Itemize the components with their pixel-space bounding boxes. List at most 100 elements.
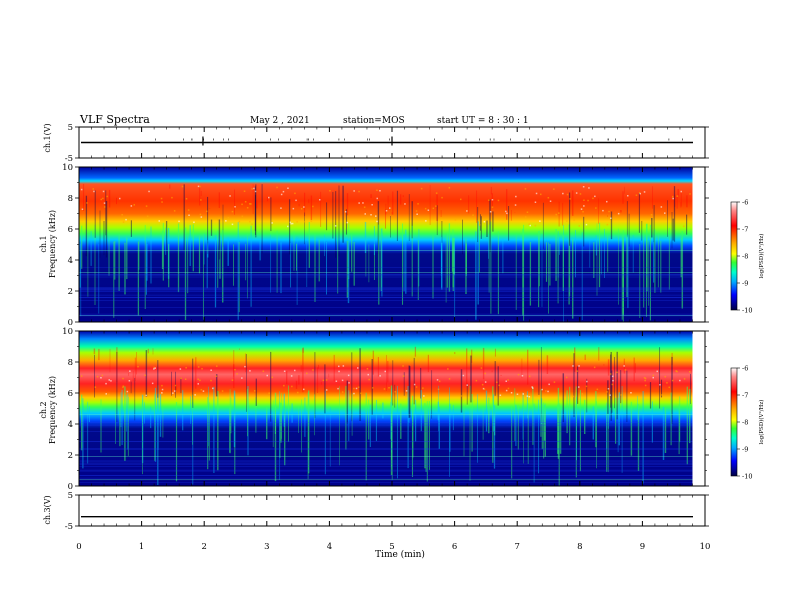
spectral-speckle (105, 393, 107, 395)
spectral-speckle (541, 388, 543, 391)
spectral-speckle (660, 206, 663, 208)
ch2-spectrogram-ylabel-frequency: Frequency (kHz) (48, 376, 57, 444)
spectral-speckle (310, 220, 313, 222)
spectral-speckle (593, 366, 596, 369)
spectral-speckle (521, 375, 524, 377)
spectral-speckle (101, 374, 104, 377)
spectral-speckle (250, 203, 252, 205)
spectral-speckle (348, 382, 350, 384)
spectral-speckle (210, 379, 212, 382)
spectral-speckle (516, 393, 519, 395)
spectral-speckle (423, 395, 425, 397)
spectral-speckle (466, 210, 468, 212)
spectral-speckle (122, 385, 125, 387)
spectral-speckle (122, 221, 125, 223)
spectral-speckle (360, 392, 362, 395)
colorbar-tick-label: -10 (742, 473, 752, 481)
spectral-speckle (358, 202, 360, 204)
spectral-speckle (441, 196, 443, 199)
spectral-speckle (199, 185, 201, 188)
spectral-speckle (287, 187, 289, 189)
y-tick-label: 4 (68, 420, 73, 430)
spectral-speckle (506, 212, 508, 215)
colorbar-tick-label: -8 (742, 253, 748, 261)
spectral-speckle (643, 377, 646, 379)
y-tick-label: 6 (68, 225, 73, 235)
spectral-speckle (173, 210, 176, 212)
spectral-speckle (271, 222, 273, 224)
spectral-speckle (364, 213, 366, 215)
spectral-speckle (616, 371, 618, 374)
spectral-speckle (244, 365, 246, 368)
spectral-speckle (206, 210, 208, 213)
spectral-speckle (617, 212, 620, 215)
spectral-speckle (227, 217, 230, 219)
spectral-speckle (652, 376, 654, 379)
spectral-speckle (659, 384, 661, 386)
spectral-speckle (104, 206, 106, 208)
x-tick-label: 1 (139, 542, 144, 552)
spectral-speckle (161, 388, 164, 391)
spectral-speckle (612, 379, 614, 382)
spectral-speckle (353, 392, 355, 395)
spectral-speckle (291, 385, 293, 388)
spectral-speckle (638, 192, 641, 194)
spectral-speckle (341, 379, 344, 382)
spectral-speckle (212, 387, 214, 390)
spectral-speckle (357, 367, 359, 369)
spectral-speckle (128, 218, 131, 220)
spectral-speckle (119, 197, 121, 200)
spectral-speckle (171, 196, 173, 199)
spectral-speckle (376, 189, 378, 191)
spectral-speckle (366, 368, 369, 370)
spectral-speckle (202, 390, 205, 392)
spectral-speckle (579, 193, 582, 195)
spectral-speckle (460, 395, 463, 397)
spectral-speckle (534, 201, 537, 203)
spectral-speckle (335, 380, 338, 382)
spectral-speckle (575, 192, 578, 194)
spectral-speckle (588, 187, 590, 189)
spectral-speckle (194, 394, 196, 396)
spectral-speckle (565, 376, 568, 379)
spectral-speckle (676, 195, 678, 197)
spectral-speckle (276, 186, 278, 189)
spectral-speckle (491, 206, 494, 208)
spectral-speckle (306, 372, 308, 375)
spectral-speckle (199, 213, 202, 216)
y-tick-label: 0 (68, 318, 73, 328)
spectral-speckle (448, 378, 451, 380)
x-tick-label: 8 (577, 542, 582, 552)
spectral-speckle (303, 221, 306, 223)
spectral-speckle (121, 214, 123, 216)
spectral-speckle (526, 211, 529, 213)
spectral-speckle (81, 208, 84, 210)
spectral-speckle (303, 206, 305, 208)
spectral-speckle (338, 370, 340, 373)
spectral-speckle (585, 223, 588, 226)
spectral-speckle (103, 202, 106, 204)
spectral-speckle (420, 187, 423, 190)
spectral-speckle (295, 199, 297, 202)
spectral-speckle (231, 210, 234, 213)
spectral-speckle (297, 391, 299, 394)
spectral-speckle (505, 389, 508, 392)
spectral-speckle (534, 224, 537, 227)
spectral-speckle (582, 186, 585, 188)
spectral-speckle (639, 192, 641, 195)
spectral-speckle (668, 386, 670, 389)
spectral-speckle (417, 203, 419, 205)
spectral-speckle (362, 202, 364, 204)
time-axis: 0 1 2 3 4 5 6 7 8 9 10 (76, 542, 710, 552)
y-tick-label: 0 (68, 482, 73, 492)
spectral-speckle (607, 388, 610, 390)
figure-title: VLF Spectra (79, 113, 150, 126)
y-tick-label: -5 (65, 522, 73, 532)
spectral-speckle (266, 374, 268, 377)
spectral-speckle (358, 190, 360, 193)
spectral-speckle (528, 223, 530, 225)
spectral-speckle (676, 370, 678, 373)
spectral-speckle (130, 205, 133, 207)
spectral-speckle (322, 379, 325, 382)
spectral-speckle (547, 390, 549, 393)
